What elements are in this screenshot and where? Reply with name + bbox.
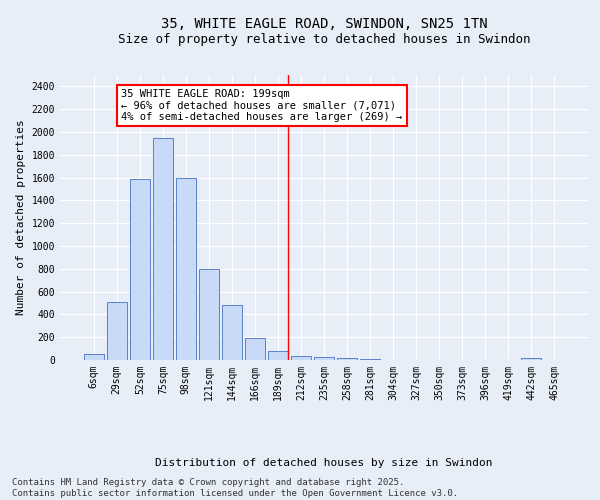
Bar bbox=[153, 138, 173, 360]
Bar bbox=[314, 358, 334, 360]
Bar bbox=[84, 354, 104, 360]
Bar bbox=[291, 356, 311, 360]
Bar bbox=[245, 338, 265, 360]
Text: 35, WHITE EAGLE ROAD, SWINDON, SN25 1TN: 35, WHITE EAGLE ROAD, SWINDON, SN25 1TN bbox=[161, 18, 487, 32]
Y-axis label: Number of detached properties: Number of detached properties bbox=[16, 120, 26, 316]
Bar bbox=[130, 178, 149, 360]
Text: Size of property relative to detached houses in Swindon: Size of property relative to detached ho… bbox=[118, 32, 530, 46]
Bar bbox=[222, 304, 242, 360]
Bar bbox=[199, 269, 218, 360]
X-axis label: Distribution of detached houses by size in Swindon: Distribution of detached houses by size … bbox=[155, 458, 493, 468]
Bar bbox=[107, 302, 127, 360]
Text: 35 WHITE EAGLE ROAD: 199sqm
← 96% of detached houses are smaller (7,071)
4% of s: 35 WHITE EAGLE ROAD: 199sqm ← 96% of det… bbox=[121, 88, 403, 122]
Bar bbox=[521, 358, 541, 360]
Bar bbox=[176, 178, 196, 360]
Text: Contains HM Land Registry data © Crown copyright and database right 2025.
Contai: Contains HM Land Registry data © Crown c… bbox=[12, 478, 458, 498]
Bar bbox=[337, 358, 357, 360]
Bar bbox=[268, 351, 288, 360]
